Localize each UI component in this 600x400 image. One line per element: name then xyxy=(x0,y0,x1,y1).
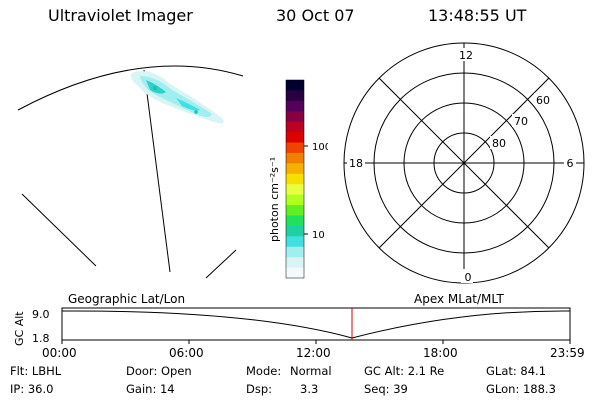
lat-label-70: 70 xyxy=(514,115,528,128)
altitude-curve xyxy=(61,310,571,339)
time-tick-1: 06:00 xyxy=(169,346,204,360)
colorbar-stripe xyxy=(286,142,304,154)
gain-readout: Gain: 14 xyxy=(126,382,175,396)
colorbar-stripe xyxy=(286,152,304,164)
colorbar-stripe xyxy=(286,267,304,279)
dsp-value: 3.3 xyxy=(300,382,319,396)
colorbar-stripe xyxy=(286,257,304,269)
door-readout: Door: Open xyxy=(126,364,192,378)
date-readout: 30 Oct 07 xyxy=(276,6,355,25)
mode-label: Mode: xyxy=(246,364,282,378)
mlt-label-18: 18 xyxy=(349,157,363,170)
colorbar-stripe xyxy=(286,173,304,185)
colorbar-stripe xyxy=(286,90,304,102)
colorbar-unit-label: photon cm⁻²s⁻¹ xyxy=(268,157,281,242)
time-tick-2: 12:00 xyxy=(296,346,331,360)
colorbar-tick-100: 100 xyxy=(312,142,328,153)
geographic-map xyxy=(17,65,244,279)
colorbar-stripe xyxy=(286,215,304,227)
timeline-right-label: Apex MLat/MLT xyxy=(414,292,504,306)
colorbar-stripe xyxy=(286,80,304,91)
colorbar-stripe xyxy=(286,163,304,175)
glat-readout: GLat: 84.1 xyxy=(486,364,547,378)
colorbar: 100 10 photon cm⁻²s⁻¹ xyxy=(268,79,328,279)
ip-readout: IP: 36.0 xyxy=(10,382,54,396)
orbit-timeline: 9.0 1.8 GC Alt xyxy=(13,307,571,346)
alt-axis-label: GC Alt xyxy=(13,311,26,346)
time-tick-4: 23:59 xyxy=(550,346,585,360)
colorbar-stripe xyxy=(286,205,304,216)
polar-diag-2 xyxy=(378,77,550,249)
mlt-label-12: 12 xyxy=(459,49,473,62)
gc-alt-readout: GC Alt: 2.1 Re xyxy=(364,364,445,378)
dsp-label: Dsp: xyxy=(246,382,273,396)
colorbar-stripe xyxy=(286,236,304,248)
mode-value: Normal xyxy=(290,364,332,378)
colorbar-stripe xyxy=(286,132,304,144)
aurora-emission xyxy=(130,71,224,124)
colorbar-stripe xyxy=(286,246,304,258)
colorbar-stripe xyxy=(286,184,304,196)
time-tick-0: 00:00 xyxy=(42,346,77,360)
flt-readout: Flt: LBHL xyxy=(10,364,62,378)
grid-line-left xyxy=(21,193,97,267)
colorbar-stripe xyxy=(286,121,304,133)
colorbar-stripe xyxy=(286,194,304,206)
lat-label-60: 60 xyxy=(536,94,550,107)
timeline-frame xyxy=(61,307,571,341)
grid-line-right xyxy=(205,249,237,279)
seq-readout: Seq: 39 xyxy=(364,382,408,396)
lat-label-80: 80 xyxy=(492,137,506,150)
mlt-label-6: 6 xyxy=(567,157,574,170)
colorbar-stripe xyxy=(286,111,304,123)
colorbar-stripe xyxy=(286,225,304,237)
timeline-left-label: Geographic Lat/Lon xyxy=(68,292,186,306)
time-tick-3: 18:00 xyxy=(423,346,458,360)
colorbar-tick-10: 10 xyxy=(312,230,325,241)
time-readout: 13:48:55 UT xyxy=(428,6,527,25)
polar-plot: 12 18 6 0 60 70 80 xyxy=(343,42,585,284)
alt-tick-high: 9.0 xyxy=(32,308,50,321)
meridian-line xyxy=(143,69,171,273)
alt-tick-low: 1.8 xyxy=(32,332,50,345)
colorbar-stripe xyxy=(286,100,304,112)
app-title: Ultraviolet Imager xyxy=(48,6,193,25)
mlt-label-0: 0 xyxy=(465,271,472,284)
limb-arc xyxy=(17,65,244,111)
glon-readout: GLon: 188.3 xyxy=(486,382,556,396)
